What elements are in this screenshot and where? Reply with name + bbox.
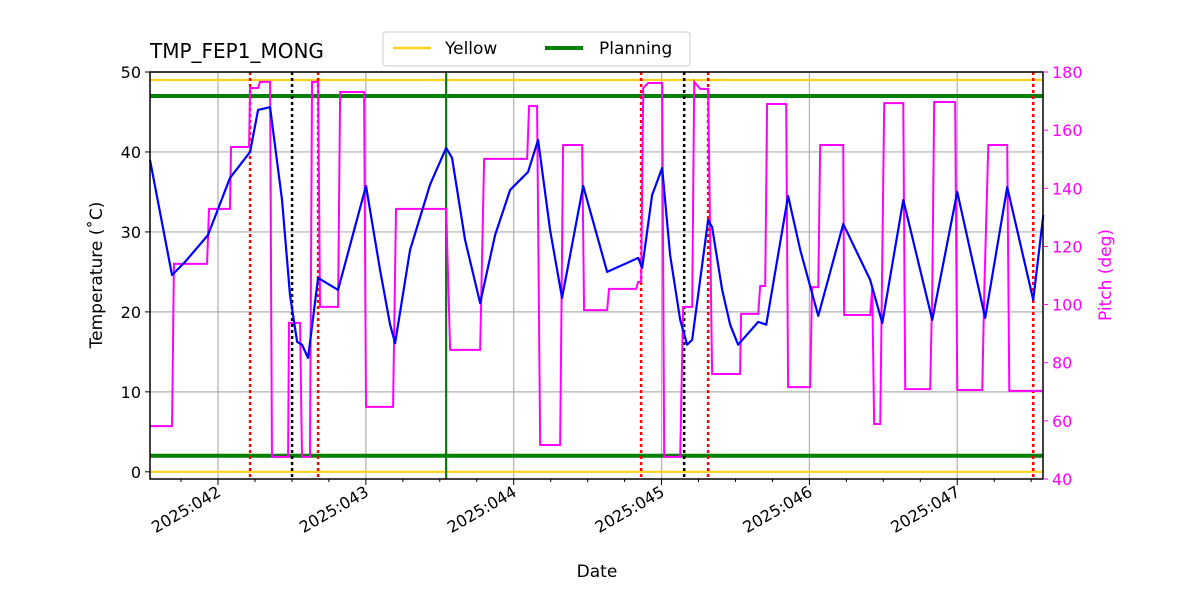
y-tick-label: 20 <box>121 303 141 322</box>
y-tick-label: 50 <box>121 63 141 82</box>
y-tick-label: 30 <box>121 223 141 242</box>
x-tick-label: 2025:044 <box>444 482 520 537</box>
y2-tick-label: 100 <box>1052 296 1083 315</box>
y2-tick-label: 160 <box>1052 121 1083 140</box>
y2-tick-label: 60 <box>1052 412 1072 431</box>
x-tick-label: 2025:043 <box>296 482 372 537</box>
x-tick-label: 2025:046 <box>740 482 816 537</box>
y-tick-label: 0 <box>131 463 141 482</box>
x-tick-label: 2025:045 <box>592 482 668 537</box>
legend: Yellow Planning <box>382 31 691 67</box>
y2-tick-label: 80 <box>1052 354 1072 373</box>
y2-tick-label: 140 <box>1052 179 1083 198</box>
x-tick-label: 2025:042 <box>148 482 224 537</box>
x-tick-label: 2025:047 <box>887 482 963 537</box>
plot-frame <box>149 71 1044 480</box>
pitch-series-line <box>150 79 1044 458</box>
y-tick-label: 10 <box>121 383 141 402</box>
chart-title: TMP_FEP1_MONG <box>149 39 324 63</box>
plot-area: 0 10 20 30 40 50 40 60 80 100 120 140 160 180 2025:042… <box>121 63 1083 537</box>
legend-label-planning: Planning <box>599 39 672 59</box>
y2-tick-label: 40 <box>1052 470 1072 489</box>
y-axis-label: Temperature (˚C) <box>86 202 107 350</box>
temperature-series-line <box>148 106 1045 359</box>
y-tick-label: 40 <box>121 143 141 162</box>
plot-background <box>150 72 1043 479</box>
x-axis-label: Date <box>577 562 618 582</box>
y2-axis-label: Pitch (deg) <box>1096 229 1116 321</box>
y2-tick-label: 180 <box>1052 63 1083 82</box>
y2-tick-label: 120 <box>1052 237 1083 256</box>
legend-label-yellow: Yellow <box>444 39 497 59</box>
